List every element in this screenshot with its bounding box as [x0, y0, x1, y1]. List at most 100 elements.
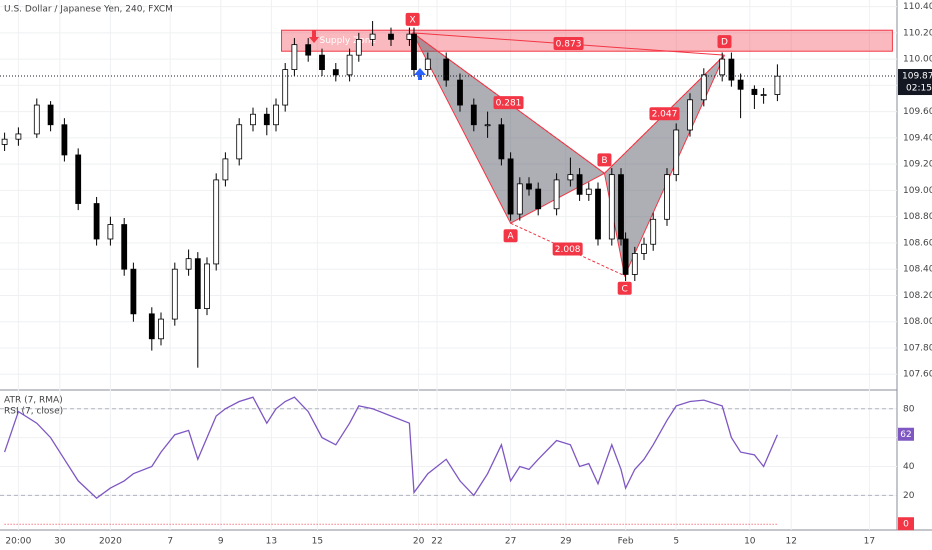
candle-body [526, 183, 532, 190]
chart-title: U.S. Dollar / Japanese Yen, 240, FXCM [4, 5, 173, 15]
candle-body [567, 174, 574, 181]
pattern-point-box [503, 229, 518, 243]
ratio-box [493, 96, 524, 110]
series-line [3, 396, 778, 500]
x-tick-label: Feb [618, 537, 634, 547]
candle-body [305, 44, 312, 56]
x-tick-label: 22 [431, 537, 442, 547]
candle-body [700, 74, 707, 101]
ratio-label: 2.047 [652, 110, 678, 120]
ratio-box [649, 107, 680, 121]
candle-body [507, 158, 514, 215]
candle-body [470, 104, 477, 126]
candle-body [93, 203, 100, 240]
candle-body [213, 179, 220, 265]
candle-body [498, 124, 505, 160]
x-tick-label: 20:00 [5, 537, 31, 547]
x-tick-label: 20 [413, 537, 425, 547]
candle-body [33, 104, 40, 135]
candle-body [484, 124, 491, 127]
candle-body [250, 113, 256, 126]
candle-body [774, 75, 781, 95]
y-tick-label: 107.80 [903, 343, 932, 353]
candle-body [664, 174, 670, 220]
y-tick-label: 109.40 [903, 133, 932, 143]
candle-body [282, 69, 289, 106]
candle-body [595, 188, 601, 240]
candle-body [369, 33, 376, 40]
y-tick-label: 80 [903, 404, 915, 414]
y-tick-label: 108.00 [903, 317, 932, 327]
candle-body [319, 54, 325, 70]
candle-body [388, 33, 394, 40]
candle-body [618, 174, 624, 240]
y-tick-label: 110.20 [903, 28, 932, 38]
candle-body [576, 174, 583, 195]
candle-body [273, 104, 279, 126]
buy-arrow [414, 68, 426, 80]
main-pane: Supply Zone 0.873 0.281 2.008 2.047 X A B C D [0, 0, 897, 530]
candle-body [185, 258, 192, 270]
y-tick-label: 40 [903, 462, 915, 472]
ratio-label: 0.281 [496, 99, 522, 109]
pattern-point-box [597, 153, 612, 167]
y-tick-label: 110.00 [903, 55, 932, 65]
candle-body [263, 113, 270, 126]
candle-body [641, 243, 647, 254]
x-tick-label: 5 [673, 537, 679, 547]
candle-body [622, 238, 629, 275]
candle-body [673, 129, 680, 176]
countdown-label: 02:15 [906, 84, 932, 94]
y-tick-label: 108.80 [903, 212, 932, 222]
x-tick-label: 12 [785, 537, 796, 547]
x-tick-label: 15 [312, 537, 323, 547]
candle-body [47, 104, 54, 126]
candle-body [291, 44, 298, 70]
y-tick-label: 20 [903, 491, 915, 501]
sell-arrow [309, 30, 319, 43]
x-tick-label: 2020 [99, 537, 122, 547]
candle-body [346, 54, 353, 76]
x-tick-label: 10 [744, 537, 756, 547]
y-tick-label: 107.60 [903, 370, 932, 380]
last-price-box [898, 69, 932, 96]
pattern-point-label: D [721, 38, 728, 48]
candle-body [1, 138, 8, 145]
candle-body [15, 133, 22, 140]
y-tick-label: 109.20 [903, 160, 932, 170]
y-tick-label: 108.20 [903, 291, 932, 301]
candle-body [332, 69, 339, 76]
candle-body [121, 224, 128, 270]
pattern-point-box [617, 281, 632, 295]
candle-body [75, 154, 82, 204]
candle-body [411, 33, 417, 70]
pattern-point-label: B [601, 156, 607, 166]
candle-body [650, 218, 657, 245]
candle-body [236, 124, 243, 160]
candle-body [728, 58, 735, 81]
supply-zone-label: Supply Zone [320, 36, 377, 46]
candle-body [760, 94, 767, 96]
candle-body [130, 268, 137, 315]
candle-body [457, 79, 463, 106]
pattern-point-box [717, 35, 732, 49]
pattern-point-box [405, 12, 420, 26]
candle-body [107, 224, 114, 240]
x-tick-label: 27 [505, 537, 516, 547]
y-tick-label: 110.40 [903, 2, 932, 12]
pattern-point-label: C [622, 284, 628, 294]
y-tick-label: 109.00 [903, 186, 932, 196]
x-tick-label: 29 [560, 537, 572, 547]
ratio-box [553, 36, 584, 50]
indicator-pane [0, 396, 897, 525]
candle-body [148, 313, 155, 340]
x-tick-label: 17 [864, 537, 875, 547]
last-value-box [898, 427, 914, 441]
last-value-box [898, 517, 914, 531]
legend-rsi: RSI (7, close) [4, 407, 63, 417]
candle-body [194, 258, 201, 309]
candle-body [719, 58, 726, 76]
pattern-point-label: X [410, 15, 416, 25]
candle-body [737, 79, 744, 90]
